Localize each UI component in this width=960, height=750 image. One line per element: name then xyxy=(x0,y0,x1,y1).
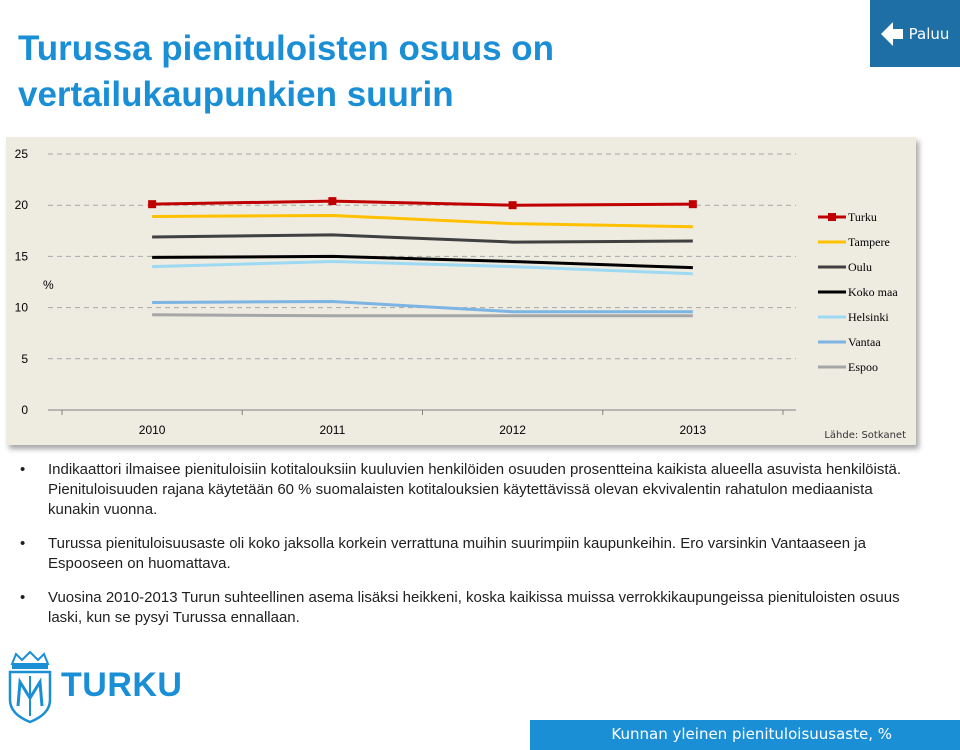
x-tick-label: 2011 xyxy=(319,423,345,437)
note-item: • Vuosina 2010-2013 Turun suhteellinen as… xyxy=(18,588,918,628)
legend-label: Vantaa xyxy=(848,335,881,349)
legend-label: Turku xyxy=(848,210,877,224)
line-chart: 0 5 10 15 20 25 2010 2011 2012 2013% Turku Tampere O… xyxy=(15,147,906,441)
bullet-icon: • xyxy=(20,461,26,478)
y-tick-label: 20 xyxy=(15,198,29,212)
series-line-helsinki xyxy=(152,260,693,276)
bullet-icon: • xyxy=(20,535,26,552)
y-tick-label: 15 xyxy=(15,249,29,263)
y-tick-label: 0 xyxy=(21,403,28,417)
x-tick-label: 2010 xyxy=(139,423,166,437)
source-note: Lähde: Sotkanet xyxy=(824,430,906,441)
turku-logo: TURKU xyxy=(6,650,196,725)
logo-wordmark: TURKU xyxy=(61,666,183,704)
chart-panel: 0 5 10 15 20 25 2010 2011 2012 2013% Turku Tampere O… xyxy=(6,137,916,445)
y-tick-label: 25 xyxy=(15,147,29,161)
data-point xyxy=(148,200,157,209)
series-line-espoo xyxy=(152,313,693,318)
legend-label: Espoo xyxy=(848,360,878,374)
note-text: Vuosina 2010-2013 Turun suhteellinen ase… xyxy=(48,589,900,626)
y-tick-label: 10 xyxy=(15,301,29,315)
data-point xyxy=(508,201,517,210)
series-line-turku xyxy=(152,199,693,207)
legend-marker xyxy=(828,213,836,221)
back-button-label: Paluu xyxy=(908,24,950,43)
series-line-koko-maa xyxy=(152,254,693,270)
legend-label: Tampere xyxy=(848,235,890,249)
x-tick-label: 2013 xyxy=(679,423,706,437)
bullet-icon: • xyxy=(20,589,26,606)
series-line-tampere xyxy=(152,213,693,229)
legend-label: Oulu xyxy=(848,260,872,274)
notes-list: • Indikaattori ilmaisee pienituloisiin ko… xyxy=(18,460,918,642)
data-point xyxy=(328,197,337,206)
y-tick-label: 5 xyxy=(21,352,28,366)
note-item: • Turussa pienituloisuusaste oli koko jak… xyxy=(18,534,918,574)
series-line-oulu xyxy=(152,233,693,244)
legend-label: Helsinki xyxy=(848,310,889,324)
note-item: • Indikaattori ilmaisee pienituloisiin ko… xyxy=(18,460,918,520)
note-text: Indikaattori ilmaisee pienituloisiin kot… xyxy=(48,461,902,518)
coat-of-arms-icon xyxy=(8,650,52,724)
legend-label: Koko maa xyxy=(848,285,898,299)
series-line-vantaa xyxy=(152,299,693,314)
page-title: Turussa pienituloisten osuus on vertailu… xyxy=(18,29,555,114)
footer-bar: Kunnan yleinen pienituloisuusaste, % xyxy=(530,720,960,750)
arrow-left-icon xyxy=(880,21,903,46)
back-button[interactable]: Paluu xyxy=(870,0,960,67)
footer-text: Kunnan yleinen pienituloisuusaste, % xyxy=(611,725,892,743)
note-text: Turussa pienituloisuusaste oli koko jaks… xyxy=(48,535,866,572)
data-point xyxy=(688,200,697,209)
y-axis-label: % xyxy=(43,278,54,292)
x-tick-label: 2012 xyxy=(499,423,526,437)
